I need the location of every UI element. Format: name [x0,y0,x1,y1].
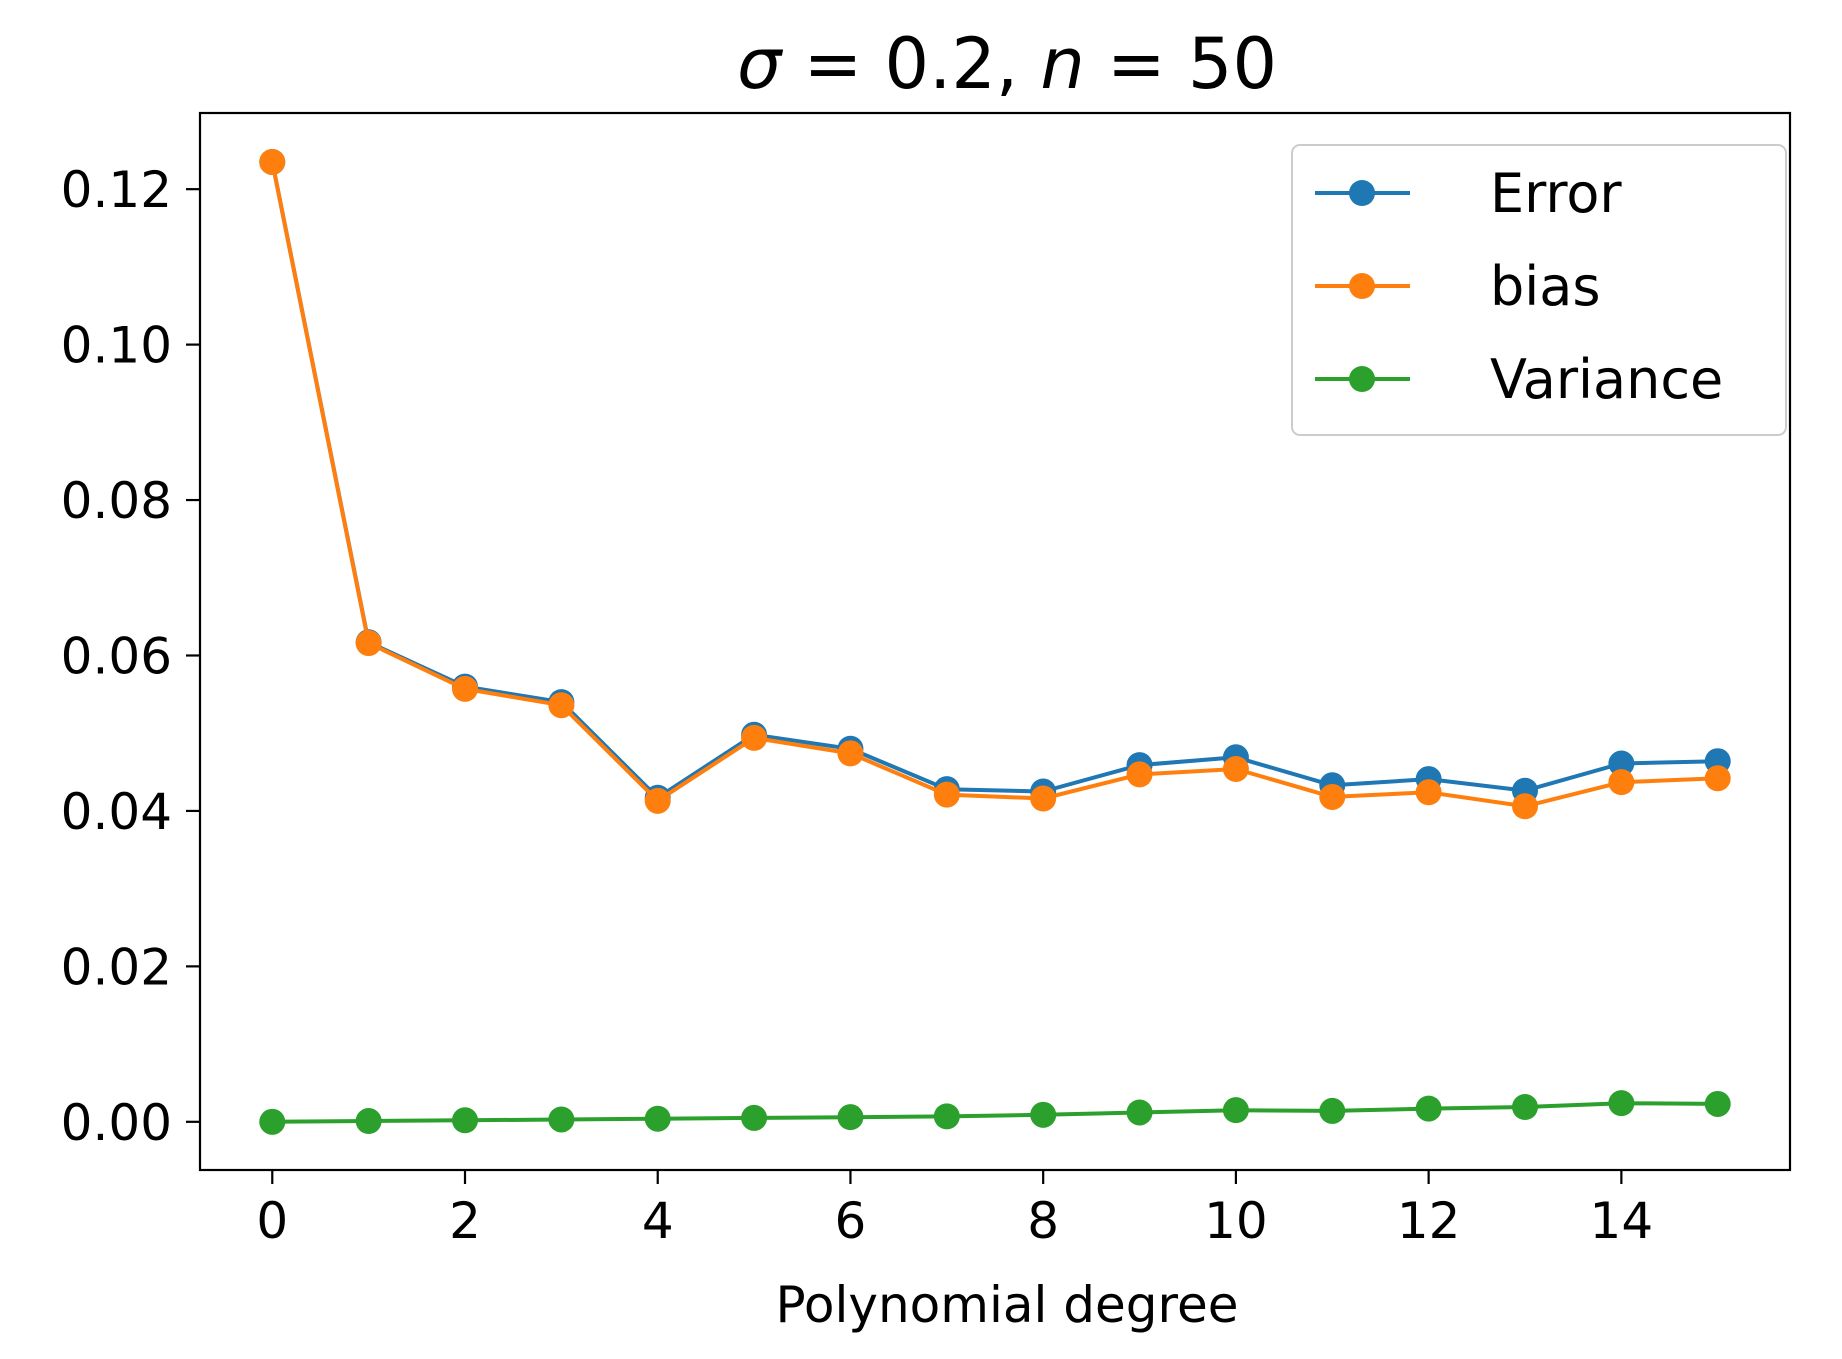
data-point-variance [1126,1099,1153,1126]
chart-title: σ = 0.2, n = 50 [737,23,1277,105]
data-point-variance [1704,1090,1731,1117]
legend-marker-bias [1349,273,1375,299]
data-point-bias [933,781,960,808]
data-point-bias [1512,793,1538,820]
data-point-variance [452,1107,478,1134]
data-point-variance [355,1108,382,1135]
data-point-bias [452,675,478,702]
y-tick-label: 0.04 [61,783,172,841]
data-point-variance [548,1106,575,1133]
data-point-bias [1319,783,1346,810]
plot-area [259,148,1731,1135]
legend-entry-variance: Variance [1315,348,1723,411]
data-point-bias [1222,755,1249,782]
x-tick-label: 14 [1590,1192,1654,1250]
title-sigma-symbol: σ [737,23,784,105]
series-line-error [270,160,1720,800]
data-point-bias [548,692,575,719]
data-point-bias [837,740,864,767]
legend-frame [1291,144,1787,436]
y-tick-label: 0.12 [61,161,172,219]
x-tick-label: 12 [1397,1192,1461,1250]
legend-label-error: Error [1490,162,1622,225]
data-point-variance [259,1108,286,1135]
data-point-variance [1030,1101,1057,1128]
y-tick-label: 0.10 [61,317,172,375]
title-sigma-value: = 0.2, [781,23,1040,105]
y-tick-label: 0.02 [61,938,172,996]
legend: Error bias Variance [1291,144,1787,436]
data-point-variance [1222,1097,1249,1124]
data-point-bias [1608,769,1635,796]
x-tick-label: 8 [1027,1192,1059,1250]
series-line-variance [270,1101,1720,1124]
x-axis-label: Polynomial degree [776,1276,1239,1334]
data-point-bias [1030,785,1057,812]
x-tick-label: 6 [835,1192,867,1250]
data-point-variance [1512,1094,1538,1121]
data-point-variance [837,1104,864,1131]
y-tick-label: 0.06 [61,627,172,685]
legend-label-variance: Variance [1490,348,1723,411]
y-tick-label: 0.08 [61,472,172,530]
legend-marker-error [1349,180,1375,206]
axes-frame [198,111,1792,1172]
x-tick-label: 0 [256,1192,288,1250]
data-point-bias [1704,765,1731,792]
series-line-bias [270,160,1720,809]
data-point-variance [644,1105,671,1132]
data-point-bias [355,630,382,657]
data-point-bias [741,724,768,751]
legend-marker-variance [1349,366,1375,392]
data-point-bias [644,787,671,814]
data-point-variance [933,1103,960,1130]
title-n-symbol: n [1040,23,1084,105]
x-tick-label: 10 [1204,1192,1268,1250]
x-tick-label: 2 [449,1192,481,1250]
axes: 0 2 4 6 8 10 12 14 0.00 0.02 0.04 0.06 0.08 0.10 0.12 [61,111,1792,1250]
legend-entry-error: Error [1315,162,1622,225]
data-point-error [1608,750,1635,777]
legend-label-bias: bias [1490,255,1601,318]
data-point-variance [1608,1090,1635,1117]
data-point-variance [1319,1097,1346,1124]
title-n-value: = 50 [1085,23,1277,105]
series-bias [259,148,1731,820]
data-point-bias [1415,779,1442,806]
y-tick-label: 0.00 [61,1094,172,1152]
data-point-variance [741,1104,768,1131]
data-point-bias [259,148,286,175]
x-tick-label: 4 [642,1192,674,1250]
data-point-variance [1415,1095,1442,1122]
data-point-bias [1126,761,1153,788]
series-variance [259,1090,1731,1135]
legend-entry-bias: bias [1315,255,1601,318]
